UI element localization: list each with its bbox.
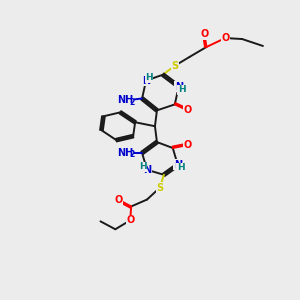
Text: N: N [175,82,183,92]
Text: S: S [156,183,164,193]
Text: O: O [184,105,192,116]
Text: 2: 2 [130,98,135,107]
Text: O: O [184,140,192,150]
Text: O: O [221,33,230,43]
Text: S: S [171,61,178,71]
Text: N: N [142,76,150,85]
Text: NH: NH [117,95,134,106]
Text: N: N [174,160,182,170]
Text: O: O [126,215,134,225]
Text: H: H [139,162,147,171]
Text: O: O [200,29,208,39]
Text: H: H [177,163,184,172]
Text: H: H [178,85,185,94]
Text: NH: NH [117,148,134,158]
Text: 2: 2 [130,151,135,160]
Text: O: O [114,194,122,205]
Text: N: N [143,165,151,175]
Text: H: H [145,73,153,82]
